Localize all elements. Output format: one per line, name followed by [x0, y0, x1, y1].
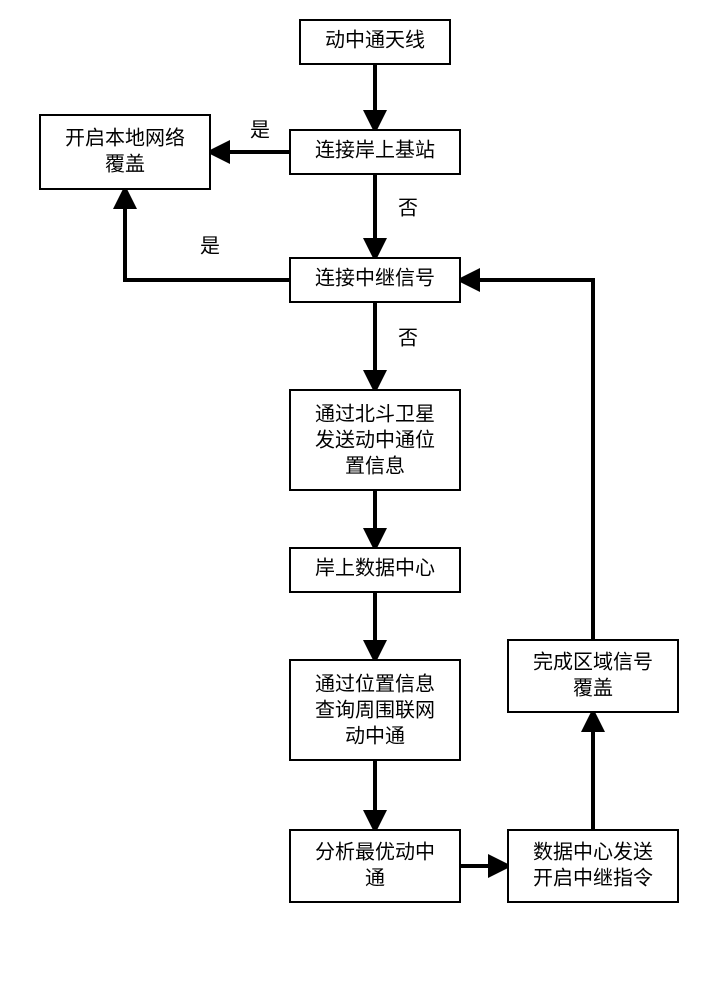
- node-label-line2: 发送动中通位: [315, 429, 435, 452]
- node-shore-data-center: 岸上数据中心: [290, 548, 460, 592]
- node-enable-local-coverage: 开启本地网络 覆盖: [40, 115, 210, 189]
- edge-label-yes-2: 是: [200, 236, 220, 258]
- node-analyze-optimal: 分析最优动中 通: [290, 830, 460, 902]
- node-label-line1: 通过位置信息: [315, 673, 435, 696]
- node-label-line1: 完成区域信号: [533, 651, 653, 674]
- node-label-line1: 通过北斗卫星: [315, 403, 435, 426]
- edge-n4-n3: [125, 189, 290, 280]
- node-label: 连接岸上基站: [315, 139, 435, 162]
- node-label-line2: 覆盖: [573, 677, 613, 700]
- node-label-line1: 分析最优动中: [315, 841, 435, 864]
- node-label: 连接中继信号: [315, 267, 435, 290]
- node-connect-relay: 连接中继信号: [290, 258, 460, 302]
- edge-label-no-1: 否: [398, 198, 418, 220]
- node-beidou-send-position: 通过北斗卫星 发送动中通位 置信息: [290, 390, 460, 490]
- node-complete-coverage: 完成区域信号 覆盖: [508, 640, 678, 712]
- node-antenna: 动中通天线: [300, 20, 450, 64]
- node-label-line3: 动中通: [345, 725, 405, 748]
- node-label-line2: 查询周围联网: [315, 699, 435, 722]
- node-label: 岸上数据中心: [315, 557, 435, 580]
- edge-label-no-2: 否: [398, 328, 418, 350]
- node-label-line2: 通: [365, 867, 385, 890]
- node-connect-shore-station: 连接岸上基站: [290, 130, 460, 174]
- node-label-line3: 置信息: [345, 455, 405, 478]
- edge-label-yes-1: 是: [250, 120, 270, 142]
- node-label: 动中通天线: [325, 29, 425, 52]
- edge-n10-n4: [460, 280, 593, 640]
- flowchart: 是 否 是 否 动中通天线 连接岸上基站 开启本地网络 覆盖 连接中继信号 通过…: [0, 0, 720, 1000]
- node-query-nearby: 通过位置信息 查询周围联网 动中通: [290, 660, 460, 760]
- node-label-line2: 覆盖: [105, 153, 145, 176]
- node-label-line1: 数据中心发送: [533, 841, 653, 864]
- node-label-line1: 开启本地网络: [65, 127, 185, 150]
- node-label-line2: 开启中继指令: [533, 867, 653, 890]
- node-send-relay-cmd: 数据中心发送 开启中继指令: [508, 830, 678, 902]
